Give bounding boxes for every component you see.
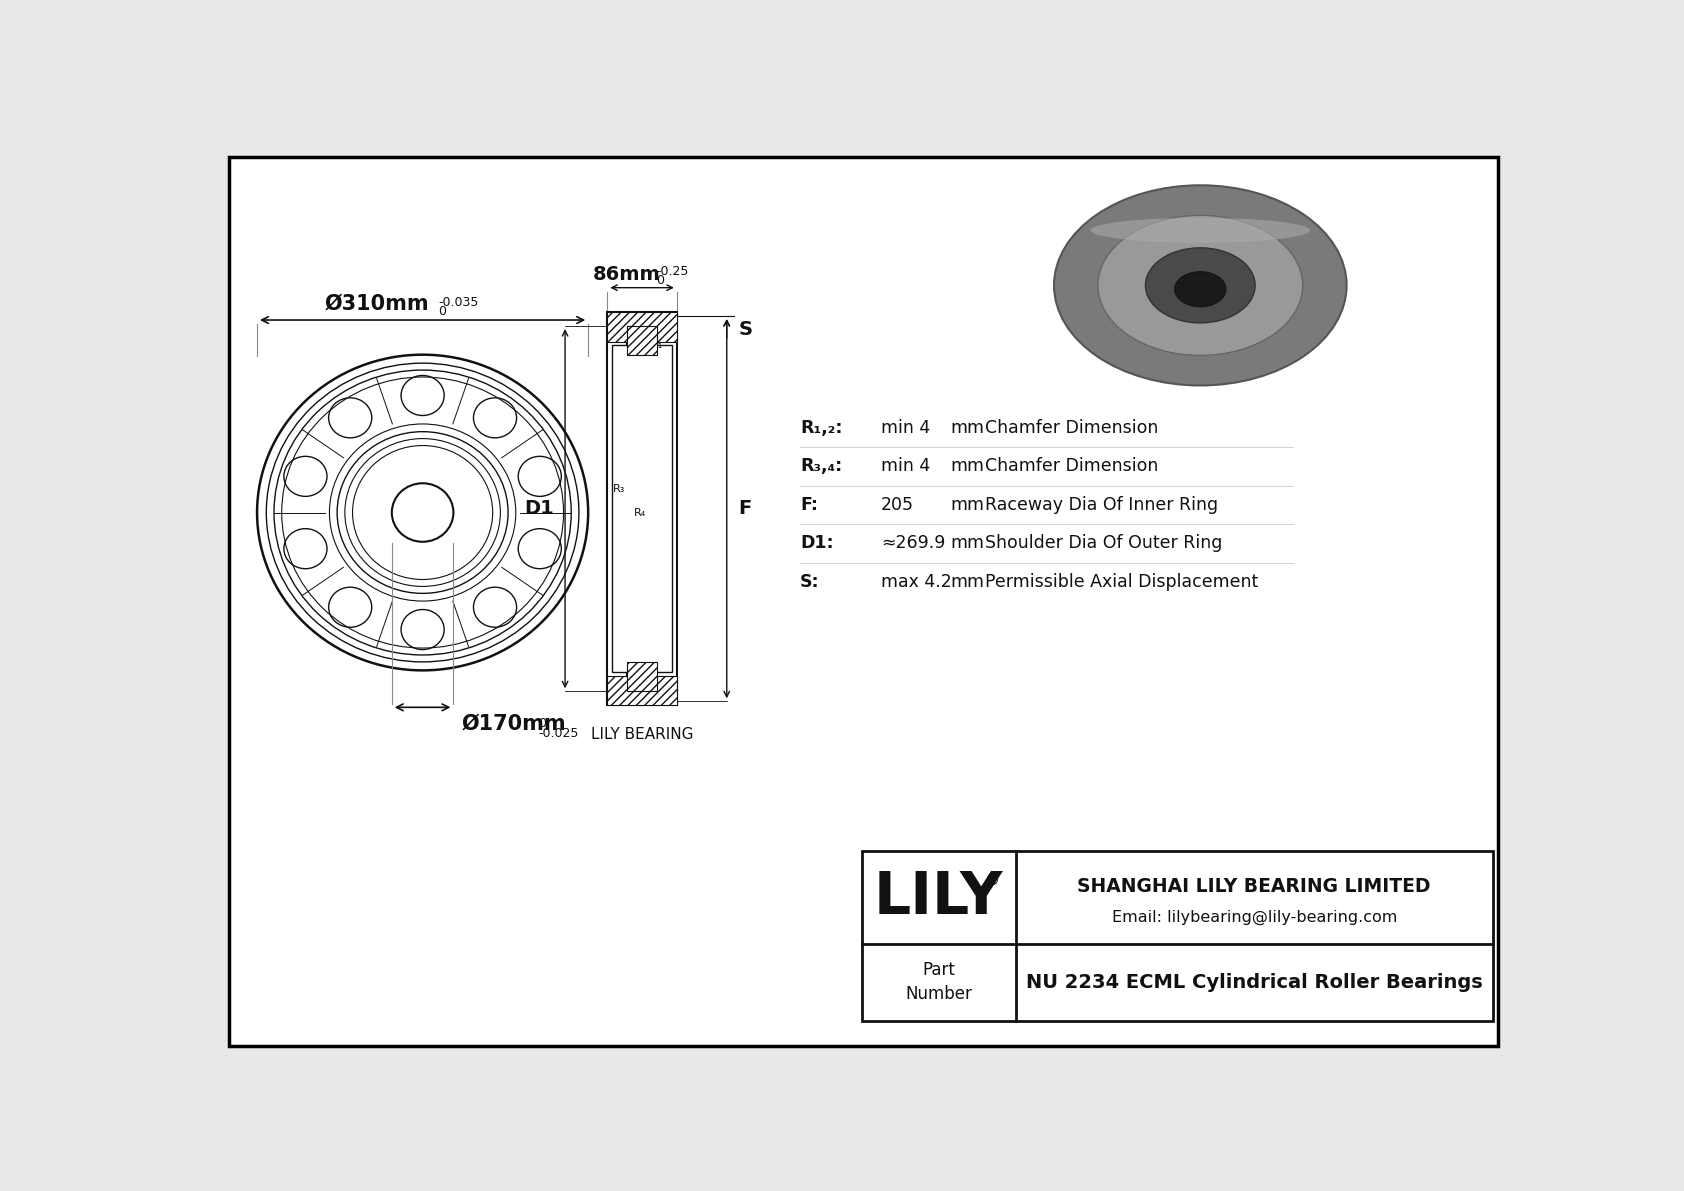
Text: -0.035: -0.035 — [438, 297, 478, 310]
Text: SHANGHAI LILY BEARING LIMITED: SHANGHAI LILY BEARING LIMITED — [1078, 877, 1431, 896]
Text: R₁: R₁ — [652, 341, 663, 350]
Text: max 4.2: max 4.2 — [881, 573, 951, 591]
Text: Chamfer Dimension: Chamfer Dimension — [985, 457, 1159, 475]
Text: Ø310mm: Ø310mm — [323, 294, 429, 314]
Text: D1: D1 — [524, 499, 554, 518]
Text: F:: F: — [800, 495, 818, 513]
Text: mm: mm — [950, 457, 983, 475]
Bar — [628, 326, 657, 355]
Ellipse shape — [1098, 216, 1303, 355]
Text: 205: 205 — [881, 495, 914, 513]
Ellipse shape — [1054, 186, 1347, 386]
Text: R₃: R₃ — [613, 485, 625, 494]
Text: Permissible Axial Displacement: Permissible Axial Displacement — [985, 573, 1258, 591]
Text: Raceway Dia Of Inner Ring: Raceway Dia Of Inner Ring — [985, 495, 1218, 513]
Text: S: S — [738, 320, 753, 339]
Text: NU 2234 ECML Cylindrical Roller Bearings: NU 2234 ECML Cylindrical Roller Bearings — [1026, 973, 1482, 992]
Text: ≈269.9: ≈269.9 — [881, 535, 945, 553]
Text: R₂: R₂ — [638, 331, 650, 341]
Bar — [628, 662, 657, 691]
Text: LILY BEARING: LILY BEARING — [591, 727, 694, 742]
Text: S:: S: — [800, 573, 820, 591]
Bar — [608, 675, 677, 705]
Text: ®: ® — [985, 873, 1000, 888]
Text: Chamfer Dimension: Chamfer Dimension — [985, 419, 1159, 437]
Text: Email: lilybearing@lily-bearing.com: Email: lilybearing@lily-bearing.com — [1111, 910, 1398, 925]
Text: 0: 0 — [539, 717, 546, 730]
Text: Shoulder Dia Of Outer Ring: Shoulder Dia Of Outer Ring — [985, 535, 1223, 553]
Text: R₁,₂:: R₁,₂: — [800, 419, 842, 437]
Text: LILY: LILY — [874, 869, 1004, 927]
Ellipse shape — [1091, 218, 1310, 243]
Text: F: F — [738, 499, 751, 518]
Ellipse shape — [1145, 248, 1255, 323]
Text: min 4: min 4 — [881, 419, 930, 437]
Bar — [611, 345, 672, 672]
Text: min 4: min 4 — [881, 457, 930, 475]
Text: mm: mm — [950, 573, 983, 591]
Text: Ø170mm: Ø170mm — [461, 713, 566, 734]
Text: -0.025: -0.025 — [539, 727, 579, 740]
Bar — [608, 312, 677, 705]
Text: mm: mm — [950, 535, 983, 553]
Text: mm: mm — [950, 419, 983, 437]
Text: 86mm: 86mm — [593, 264, 660, 283]
Bar — [608, 312, 677, 342]
Bar — [628, 326, 657, 691]
Text: R₄: R₄ — [633, 507, 647, 518]
Bar — [862, 852, 1494, 1021]
Text: -0.25: -0.25 — [657, 266, 689, 279]
Text: 0: 0 — [657, 274, 663, 287]
Text: 0: 0 — [438, 305, 446, 318]
Ellipse shape — [1175, 272, 1226, 307]
Text: mm: mm — [950, 495, 983, 513]
Text: R₃,₄:: R₃,₄: — [800, 457, 842, 475]
Text: D1:: D1: — [800, 535, 834, 553]
Text: Part
Number: Part Number — [904, 961, 972, 1003]
